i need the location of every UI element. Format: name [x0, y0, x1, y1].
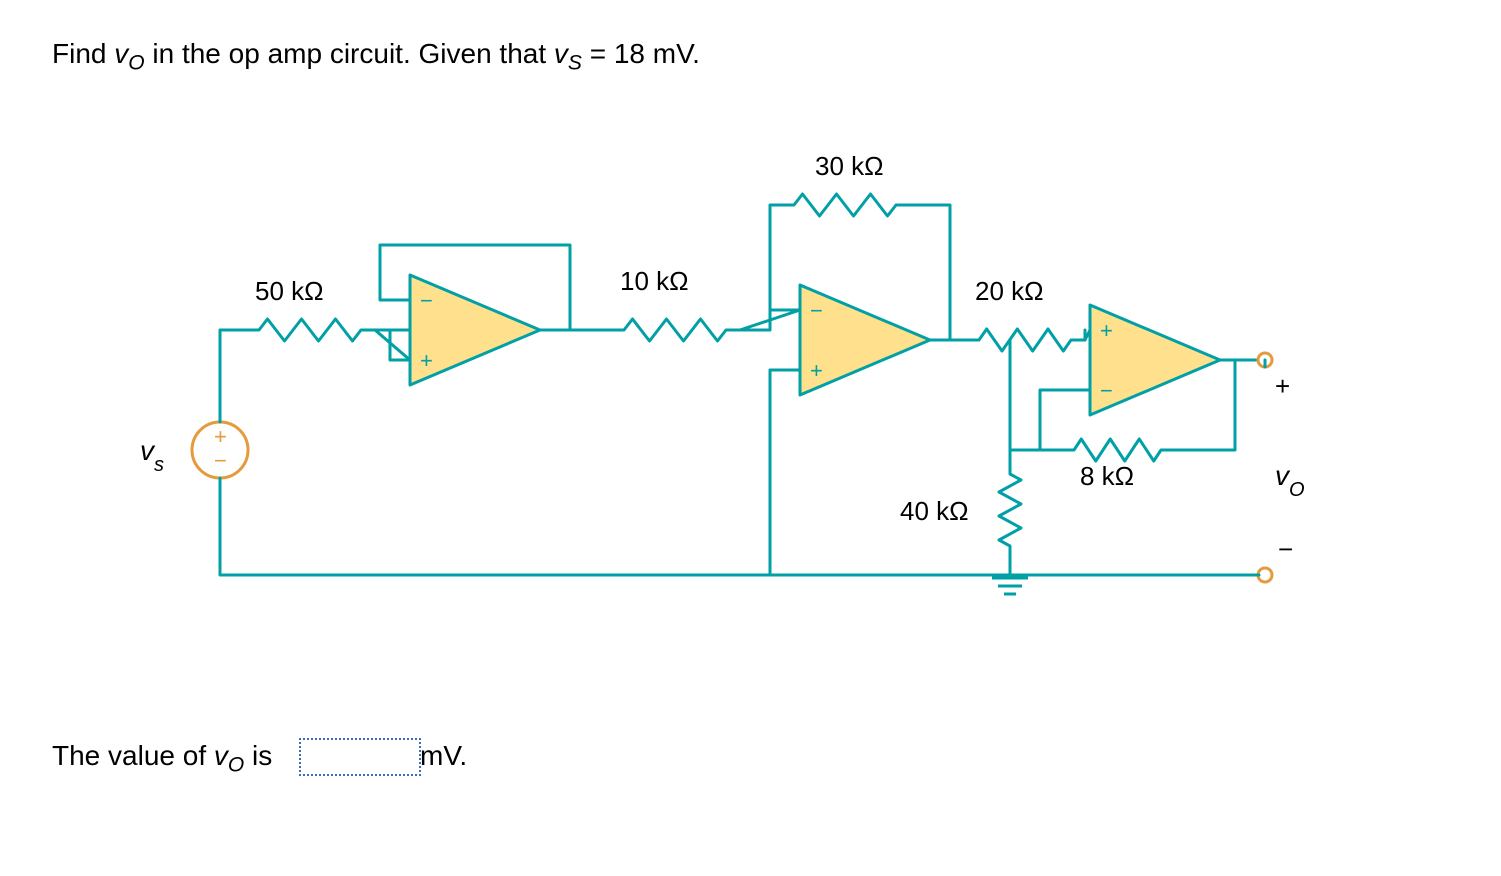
txt2: in the op amp circuit. Given that — [145, 38, 554, 69]
answer-unit: mV. — [420, 740, 467, 772]
svg-text:vs: vs — [140, 435, 164, 476]
svg-text:+: + — [214, 424, 227, 449]
var-vs: v — [554, 38, 568, 69]
ans-lead2: is — [244, 740, 272, 771]
svg-text:40 kΩ: 40 kΩ — [900, 496, 969, 526]
circuit-diagram: +−vs50 kΩ−+10 kΩ−+30 kΩ20 kΩ+−8 kΩ40 kΩ+… — [100, 140, 1400, 660]
ans-vsub: O — [228, 754, 244, 777]
txt: Find — [52, 38, 114, 69]
svg-text:+: + — [1275, 371, 1290, 401]
svg-text:−: − — [214, 448, 227, 473]
svg-text:−: − — [810, 298, 823, 323]
svg-text:20 kΩ: 20 kΩ — [975, 276, 1044, 306]
answer-line: The value of vO is — [52, 740, 272, 778]
svg-text:+: + — [420, 348, 433, 373]
var-vo-sub: O — [128, 52, 144, 75]
svg-text:10 kΩ: 10 kΩ — [620, 266, 689, 296]
svg-text:−: − — [1278, 534, 1293, 564]
svg-text:30 kΩ: 30 kΩ — [815, 151, 884, 181]
txt3: = 18 mV. — [582, 38, 700, 69]
ans-v: v — [214, 740, 228, 771]
svg-text:8 kΩ: 8 kΩ — [1080, 461, 1134, 491]
svg-text:−: − — [1100, 378, 1113, 403]
svg-text:−: − — [420, 288, 433, 313]
var-v: v — [114, 38, 128, 69]
ans-lead1: The value of — [52, 740, 214, 771]
svg-text:vO: vO — [1275, 460, 1305, 501]
svg-text:50 kΩ: 50 kΩ — [255, 276, 324, 306]
var-vs-sub: S — [568, 52, 582, 75]
problem-statement: Find vO in the op amp circuit. Given tha… — [52, 38, 700, 76]
svg-text:+: + — [1100, 318, 1113, 343]
svg-text:+: + — [810, 358, 823, 383]
answer-input[interactable] — [299, 738, 421, 776]
